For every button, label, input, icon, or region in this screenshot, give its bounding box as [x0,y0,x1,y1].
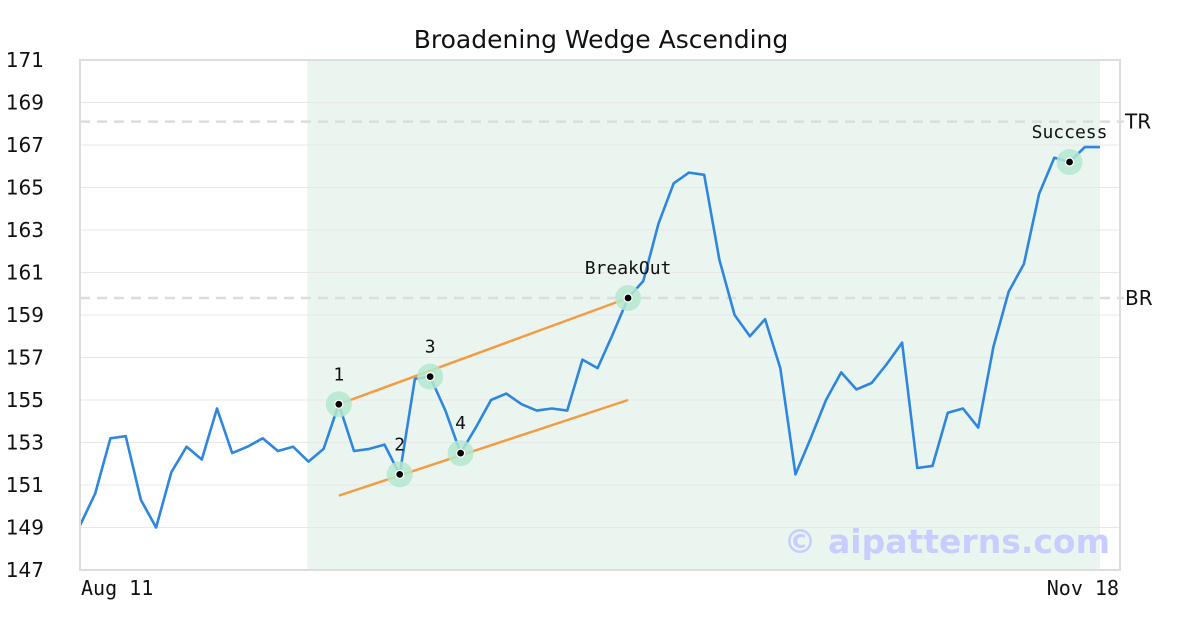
reference-line-label: TR [1124,110,1151,134]
y-tick-label: 159 [6,303,44,327]
pivot-marker [425,372,435,382]
y-tick-label: 153 [6,431,44,455]
pivot-label: BreakOut [585,258,672,279]
reference-line-label: BR [1125,286,1153,310]
y-tick-label: 157 [6,346,44,370]
price-line [78,145,1100,529]
pivot-marker [334,399,344,409]
chart-title: Broadening Wedge Ascending [414,25,789,54]
y-tick-label: 149 [6,516,44,540]
y-tick-label: 147 [6,558,44,582]
pivot-marker [395,469,405,479]
x-tick-label: Nov 18 [1047,576,1119,600]
y-tick-label: 163 [6,218,44,242]
pivot-label: 1 [333,364,344,385]
trendline [338,296,629,406]
y-tick-label: 155 [6,388,44,412]
pivot-label: 4 [455,413,466,434]
watermark: © aipatterns.com [784,522,1110,561]
pivot-label: 3 [425,337,436,358]
pivot-marker [1064,157,1075,167]
trendline [338,398,629,497]
pivot-label: 2 [394,434,405,455]
y-tick-label: 167 [6,133,44,157]
y-tick-label: 165 [6,176,44,200]
pivot-label: Success [1032,122,1108,143]
pivot-marker [623,293,633,303]
y-tick-label: 151 [6,473,44,497]
y-tick-label: 171 [6,48,44,72]
plot-frame [79,59,1121,571]
pivot-marker [455,448,466,458]
y-tick-label: 161 [6,261,44,285]
y-tick-label: 169 [6,91,44,115]
x-tick-label: Aug 11 [81,576,153,600]
